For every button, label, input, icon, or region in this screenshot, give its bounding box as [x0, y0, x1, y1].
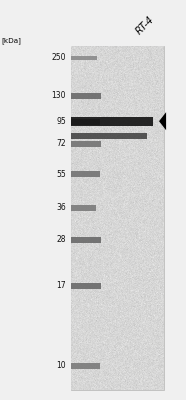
Text: 72: 72	[56, 140, 66, 148]
Text: [kDa]: [kDa]	[2, 37, 22, 44]
Bar	[71, 283, 101, 289]
Text: 17: 17	[56, 282, 66, 290]
Text: 28: 28	[57, 236, 66, 244]
Bar	[71, 171, 100, 177]
Bar	[71, 46, 164, 390]
Bar	[71, 117, 153, 126]
Bar	[71, 56, 97, 60]
Bar	[71, 237, 101, 243]
Polygon shape	[159, 112, 166, 130]
Text: 36: 36	[56, 204, 66, 212]
Text: RT-4: RT-4	[134, 14, 156, 36]
Text: 10: 10	[56, 362, 66, 370]
Text: 250: 250	[52, 54, 66, 62]
Bar	[71, 206, 96, 210]
Bar	[71, 119, 100, 125]
Text: 55: 55	[56, 170, 66, 178]
Text: 130: 130	[52, 92, 66, 100]
Bar	[71, 141, 101, 147]
Bar	[71, 93, 101, 99]
Bar	[71, 133, 147, 138]
Text: 95: 95	[56, 118, 66, 126]
Bar	[71, 363, 100, 369]
